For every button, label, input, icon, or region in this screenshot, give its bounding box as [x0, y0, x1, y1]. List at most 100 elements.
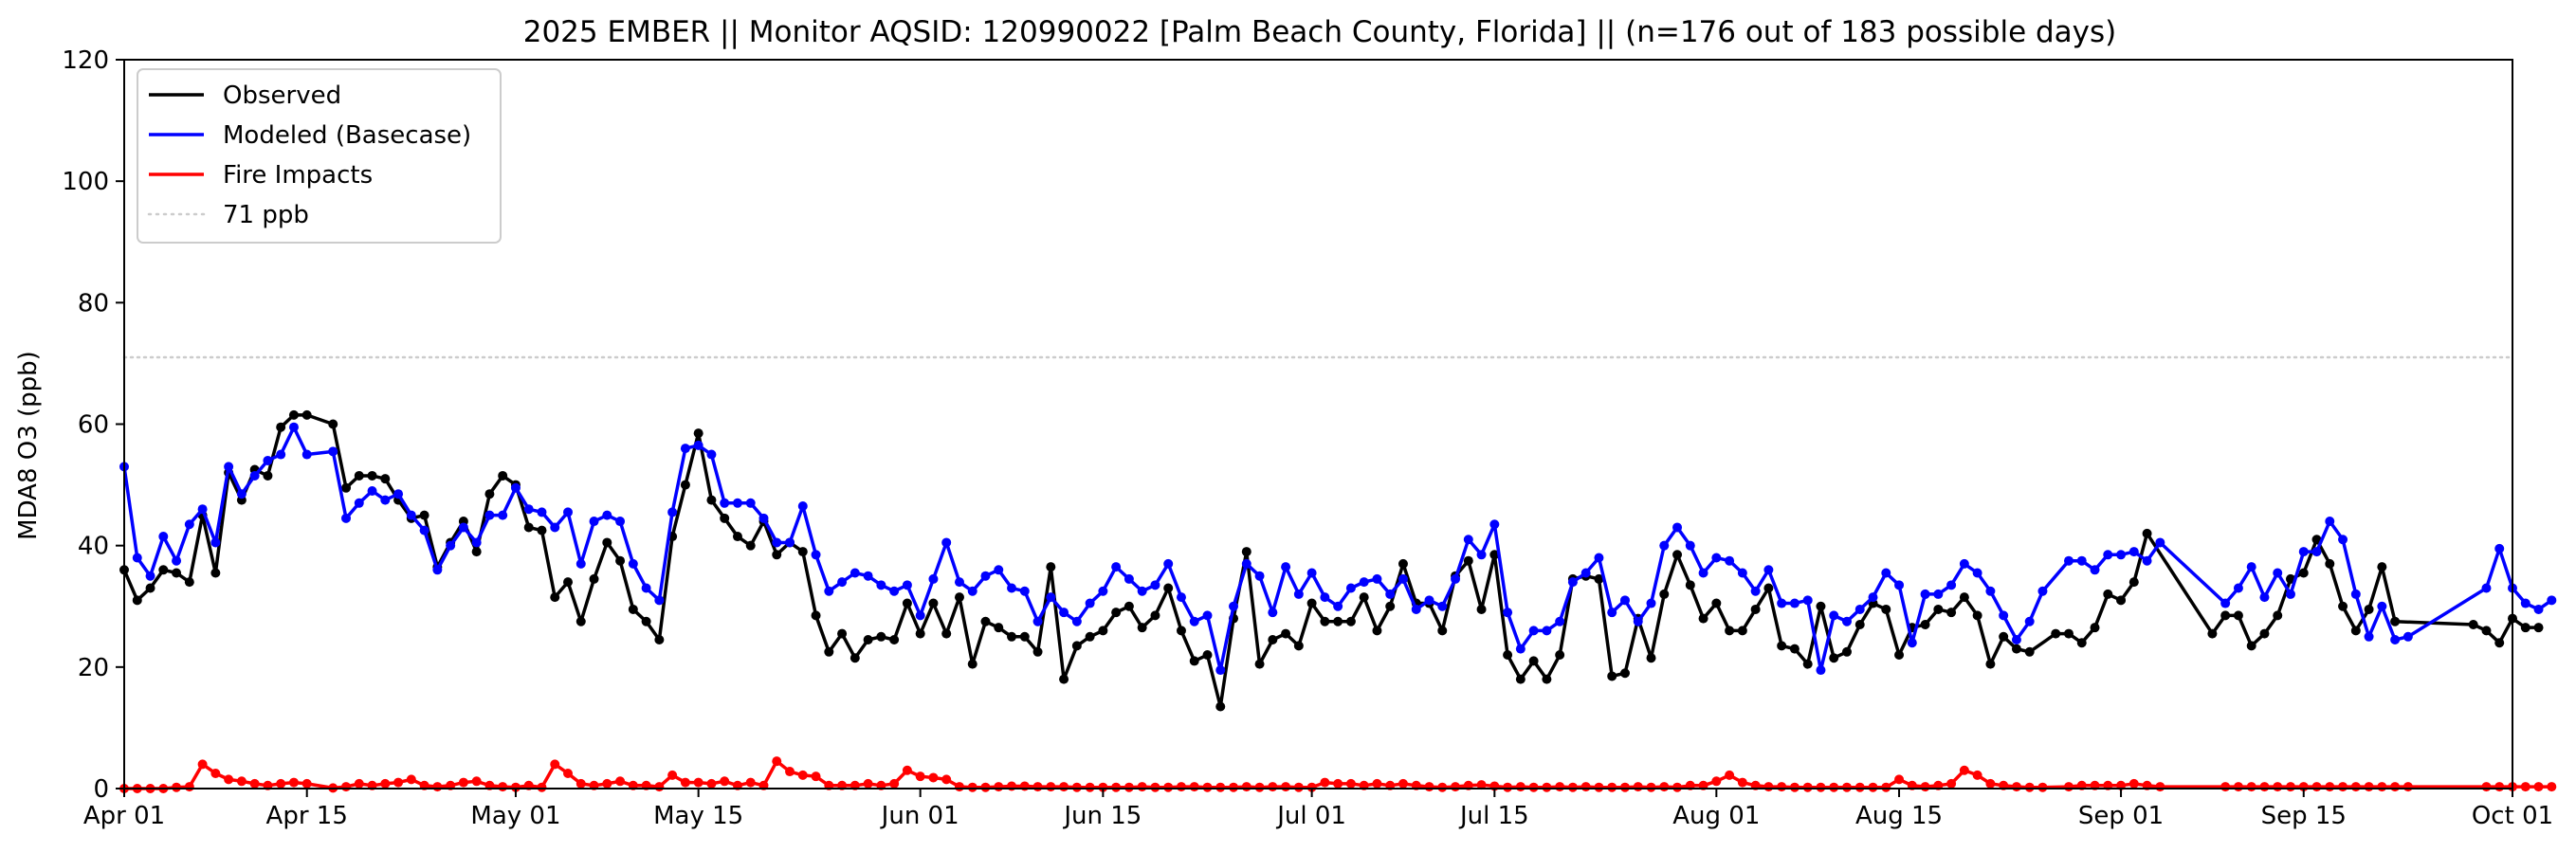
data-point-modeled-basecase	[954, 577, 964, 588]
data-point-modeled-basecase	[224, 462, 234, 472]
data-point-fire-impacts	[2128, 778, 2139, 789]
data-point-fire-impacts	[1268, 782, 1278, 792]
data-point-fire-impacts	[2547, 782, 2557, 792]
data-point-fire-impacts	[1059, 782, 1069, 792]
data-point-modeled-basecase	[1633, 616, 1643, 626]
data-point-observed	[1750, 604, 1761, 614]
data-point-modeled-basecase	[301, 449, 312, 460]
data-point-fire-impacts	[1189, 782, 1199, 792]
data-point-modeled-basecase	[2116, 550, 2127, 560]
x-tick-label: May 01	[470, 802, 560, 830]
data-point-observed	[837, 628, 848, 639]
data-point-modeled-basecase	[1711, 553, 1722, 563]
data-point-modeled-basecase	[1868, 592, 1878, 603]
data-point-fire-impacts	[1829, 782, 1839, 792]
data-point-modeled-basecase	[172, 555, 182, 566]
data-point-observed	[954, 592, 964, 603]
data-point-modeled-basecase	[2520, 598, 2530, 608]
data-point-modeled-basecase	[1580, 568, 1591, 578]
data-point-modeled-basecase	[2350, 589, 2361, 599]
data-point-observed	[1333, 616, 1343, 626]
series-group	[119, 409, 2557, 793]
data-point-fire-impacts	[184, 782, 194, 792]
data-point-observed	[1789, 644, 1800, 654]
data-point-fire-impacts	[1476, 780, 1487, 790]
data-point-observed	[1920, 619, 1930, 629]
data-point-fire-impacts	[2011, 782, 2021, 792]
data-point-modeled-basecase	[1345, 583, 1356, 593]
data-point-observed	[1946, 608, 1957, 618]
data-point-fire-impacts	[615, 776, 626, 787]
data-point-observed	[628, 604, 638, 614]
data-point-modeled-basecase	[184, 519, 194, 530]
data-point-observed	[1816, 601, 1826, 611]
data-point-observed	[563, 577, 574, 588]
data-point-fire-impacts	[1555, 782, 1565, 792]
data-point-fire-impacts	[1894, 774, 1905, 785]
data-point-modeled-basecase	[628, 558, 638, 569]
data-point-fire-impacts	[1424, 782, 1434, 792]
data-point-fire-impacts	[811, 771, 821, 782]
data-point-observed	[354, 470, 364, 481]
y-tick-label: 0	[93, 775, 109, 804]
data-point-modeled-basecase	[654, 595, 665, 606]
data-point-fire-impacts	[575, 778, 586, 789]
data-point-observed	[1215, 701, 1226, 712]
data-point-observed	[537, 525, 547, 535]
data-point-modeled-basecase	[745, 498, 756, 508]
data-point-fire-impacts	[1046, 782, 1056, 792]
data-point-modeled-basecase	[1046, 592, 1056, 603]
data-point-modeled-basecase	[145, 571, 155, 581]
x-tick-label: Jul 01	[1275, 802, 1346, 830]
data-point-modeled-basecase	[1750, 586, 1761, 596]
data-point-modeled-basecase	[563, 507, 574, 517]
data-point-fire-impacts	[654, 782, 665, 792]
data-point-observed	[967, 659, 977, 669]
data-point-modeled-basecase	[1411, 604, 1421, 614]
data-point-observed	[2390, 616, 2401, 626]
data-point-observed	[2207, 628, 2218, 639]
data-point-modeled-basecase	[1085, 598, 1095, 608]
data-point-fire-impacts	[1254, 782, 1265, 792]
data-point-modeled-basecase	[1059, 608, 1069, 618]
data-point-fire-impacts	[288, 777, 299, 788]
data-point-modeled-basecase	[419, 525, 429, 535]
data-point-modeled-basecase	[328, 446, 338, 457]
data-point-modeled-basecase	[393, 489, 404, 499]
data-point-observed	[1463, 555, 1473, 566]
data-point-observed	[1398, 558, 1408, 569]
data-point-fire-impacts	[1176, 782, 1186, 792]
data-point-fire-impacts	[1150, 782, 1160, 792]
data-point-fire-impacts	[2285, 782, 2295, 792]
data-point-modeled-basecase	[380, 495, 391, 505]
data-point-observed	[980, 616, 991, 626]
data-point-modeled-basecase	[797, 501, 808, 512]
data-point-modeled-basecase	[2364, 631, 2374, 642]
data-point-observed	[1985, 659, 1996, 669]
data-point-fire-impacts	[772, 756, 782, 767]
data-point-fire-impacts	[797, 770, 808, 780]
data-point-fire-impacts	[2402, 782, 2413, 792]
data-point-observed	[380, 474, 391, 484]
data-point-modeled-basecase	[824, 586, 834, 596]
data-point-observed	[1007, 631, 1017, 642]
data-point-fire-impacts	[172, 782, 182, 792]
data-point-modeled-basecase	[1920, 589, 1930, 599]
data-point-observed	[928, 598, 939, 608]
data-point-fire-impacts	[1372, 778, 1382, 789]
data-point-fire-impacts	[458, 777, 468, 788]
data-point-modeled-basecase	[1894, 580, 1905, 590]
data-point-fire-impacts	[1594, 782, 1604, 792]
data-point-fire-impacts	[1098, 782, 1108, 792]
data-point-observed	[1672, 550, 1683, 560]
data-point-fire-impacts	[980, 782, 991, 792]
data-point-observed	[615, 555, 626, 566]
data-point-fire-impacts	[863, 778, 873, 789]
data-point-modeled-basecase	[2142, 555, 2152, 566]
data-point-observed	[732, 532, 742, 542]
data-point-fire-impacts	[498, 782, 508, 792]
data-point-fire-impacts	[1619, 782, 1630, 792]
data-point-observed	[1019, 631, 1030, 642]
data-point-observed	[1111, 608, 1122, 618]
data-point-observed	[341, 482, 352, 493]
